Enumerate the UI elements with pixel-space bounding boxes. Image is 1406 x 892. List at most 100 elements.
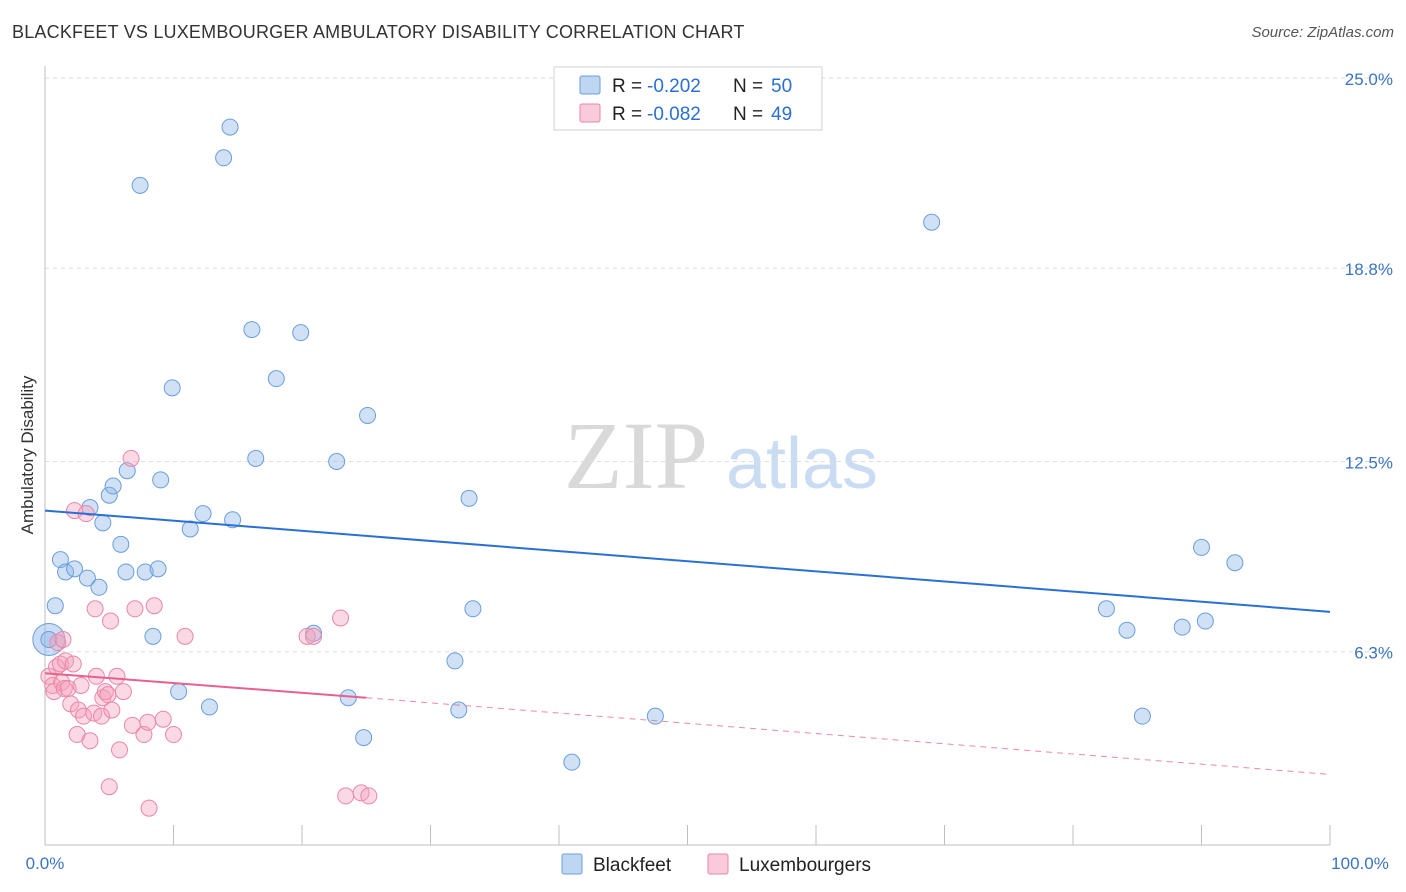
luxembourger-point xyxy=(176,627,194,645)
blackfeet-point xyxy=(66,560,84,578)
luxembourger-point xyxy=(102,612,120,630)
blackfeet-point xyxy=(170,683,188,701)
luxembourger-points xyxy=(40,449,378,817)
blackfeet-point xyxy=(100,486,118,504)
legend-r-label: R = xyxy=(612,76,642,97)
luxembourger-point xyxy=(86,600,104,618)
legend-n-label: N = xyxy=(733,76,763,97)
blackfeet-point xyxy=(450,701,468,719)
blackfeet-point xyxy=(104,477,122,495)
blackfeet-point xyxy=(923,213,941,231)
source-label: Source: ZipAtlas.com xyxy=(1251,24,1394,41)
blackfeet-point xyxy=(78,569,96,587)
luxembourger-point xyxy=(75,707,93,725)
blackfeet-point xyxy=(117,563,135,581)
blackfeet-point xyxy=(1097,600,1115,618)
blackfeet-point xyxy=(460,489,478,507)
blackfeet-point xyxy=(243,321,261,339)
legend-r-value: -0.082 xyxy=(647,104,701,125)
luxembourger-point xyxy=(55,680,73,698)
legend-r-label: R = xyxy=(612,104,642,125)
luxembourger-point xyxy=(72,676,90,694)
luxembourger-point xyxy=(140,799,158,817)
blackfeet-point xyxy=(149,560,167,578)
blackfeet-point xyxy=(136,563,154,581)
blackfeet-point xyxy=(1193,538,1210,556)
blackfeet-point xyxy=(112,535,130,553)
luxembourger-point xyxy=(122,449,140,467)
luxembourger-point xyxy=(332,609,350,627)
luxembourger-point xyxy=(49,634,67,652)
luxembourger-point xyxy=(81,732,99,750)
luxembourger-point xyxy=(64,655,82,673)
blackfeet-point xyxy=(131,176,149,194)
luxembourger-point xyxy=(145,597,163,615)
luxembourger-point xyxy=(54,630,72,648)
blackfeet-point xyxy=(200,698,218,716)
blackfeet-point xyxy=(152,471,170,489)
blackfeet-point xyxy=(215,149,233,167)
luxembourger-point xyxy=(360,787,378,805)
bottom-legend-swatch-luxembourger xyxy=(707,853,729,875)
luxembourger-point xyxy=(100,778,118,796)
bottom-legend-label-luxembourger: Luxembourgers xyxy=(739,855,871,876)
blackfeet-point xyxy=(144,627,162,645)
luxembourger-point xyxy=(96,683,114,701)
luxembourger-point xyxy=(93,707,111,725)
luxembourger-point xyxy=(99,686,117,704)
blackfeet-point xyxy=(194,505,212,523)
bottom-legend-label-blackfeet: Blackfeet xyxy=(593,855,672,876)
luxembourger-point xyxy=(165,726,182,744)
blackfeet-point xyxy=(221,118,239,136)
luxembourger-point xyxy=(103,701,121,719)
luxembourger-point xyxy=(305,627,323,645)
legend-n-label: N = xyxy=(733,104,763,125)
blackfeet-point xyxy=(181,520,199,538)
blackfeet-point xyxy=(464,600,482,618)
luxembourger-point xyxy=(114,683,132,701)
watermark-atlas: atlas xyxy=(726,424,878,504)
blackfeet-point xyxy=(563,753,581,771)
y-tick-label: 18.8% xyxy=(1345,260,1393,279)
blackfeet-point xyxy=(94,514,112,532)
luxembourger-point xyxy=(51,655,69,673)
legend-n-value: 50 xyxy=(771,76,792,97)
x-tick-label-max: 100.0% xyxy=(1331,854,1389,873)
luxembourger-point xyxy=(108,667,126,685)
legend-n-value: 49 xyxy=(771,104,792,125)
blackfeet-point xyxy=(646,707,664,725)
blackfeet-point xyxy=(328,453,346,470)
blackfeet-point xyxy=(247,449,265,467)
y-tick-label: 12.5% xyxy=(1345,454,1393,473)
luxembourger-point xyxy=(139,713,157,731)
luxembourger-point xyxy=(298,627,316,645)
blackfeet-point xyxy=(163,379,181,397)
legend-box: R = -0.202 N = 50 R = -0.082 N = 49 xyxy=(553,66,823,131)
blackfeet-point xyxy=(359,406,377,424)
luxembourger-trend-extension xyxy=(366,697,1331,775)
blackfeet-point xyxy=(267,370,285,388)
blackfeet-point xyxy=(355,729,373,747)
blackfeet-point xyxy=(292,324,310,342)
blackfeet-point xyxy=(90,578,108,596)
watermark-zip: ZIP xyxy=(564,402,708,509)
blackfeet-point xyxy=(1118,621,1136,639)
x-tick-label-min: 0.0% xyxy=(26,854,65,873)
blackfeet-point xyxy=(1226,554,1244,572)
bottom-legend-swatch-blackfeet xyxy=(561,853,583,875)
blackfeet-point xyxy=(1196,612,1214,630)
blackfeet-point xyxy=(46,597,64,615)
blackfeet-point xyxy=(224,511,242,529)
luxembourger-point xyxy=(111,741,129,759)
bottom-legend: Blackfeet Luxembourgers xyxy=(561,853,871,876)
blackfeet-point xyxy=(446,652,464,670)
legend-swatch-luxembourger xyxy=(579,103,601,123)
blackfeet-trend-line xyxy=(44,509,1331,613)
legend-swatch-blackfeet xyxy=(579,75,601,95)
legend-r-value: -0.202 xyxy=(647,76,701,97)
blackfeet-point xyxy=(1173,618,1191,636)
blackfeet-point xyxy=(40,630,58,648)
luxembourger-point xyxy=(126,600,144,618)
blackfeet-point xyxy=(57,563,75,581)
